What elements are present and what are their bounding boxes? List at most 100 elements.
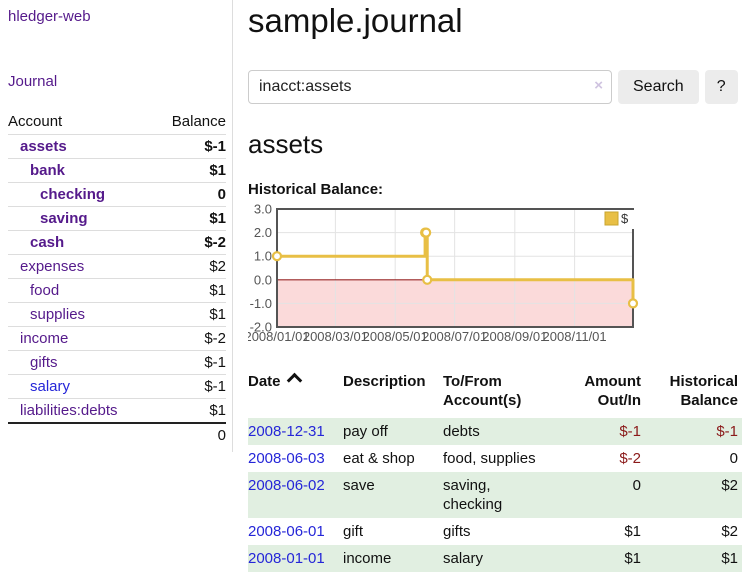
data-point [421,227,432,238]
transaction-accounts: saving, checking [443,477,503,513]
transaction-date-link[interactable]: 2008-12-31 [248,423,325,440]
register-row: 2008-06-01 gift gifts $1 $2 [248,518,742,545]
account-row: assets $-1 [8,134,226,159]
account-row: supplies $1 [8,302,226,327]
chart-title: Historical Balance: [248,181,384,198]
account-link[interactable]: salary [30,378,71,395]
account-balance: $-1 [204,378,226,395]
account-row: saving $1 [8,206,226,231]
y-tick-label: 2.0 [254,225,272,240]
search-form: × Search ? [248,70,742,104]
clear-search-icon[interactable]: × [594,77,603,94]
register-column-header: To/From Account(s) [443,373,522,409]
x-tick-label: 2008/11/01 [543,329,607,344]
transaction-date-link[interactable]: 2008-06-01 [248,523,325,540]
account-link[interactable]: checking [40,186,106,203]
account-link[interactable]: food [30,282,60,299]
account-link[interactable]: cash [30,234,65,251]
account-heading: assets [248,129,324,159]
transaction-date-link[interactable]: 2008-01-01 [248,550,325,567]
transaction-historical-balance: $2 [721,477,738,494]
historical-balance-chart[interactable]: $3.0 2.0 1.0 0.0 -1.0 -2.0 2008/01/01 2008/03/0… [244,199,640,352]
account-link[interactable]: saving [40,210,88,227]
x-tick-label: 2008/03/01 [303,329,368,344]
transaction-date-link[interactable]: 2008-06-03 [248,450,325,467]
data-point [422,274,433,285]
account-link[interactable]: income [20,330,69,347]
accounts-total: 0 [153,422,226,447]
account-balance: $-1 [204,138,226,155]
app-title[interactable]: hledger-web [8,8,91,25]
account-balance: $2 [209,258,226,275]
search-input[interactable] [248,70,612,104]
transaction-amount: $-1 [619,423,641,440]
legend-label: $ [621,211,629,226]
sidebar: hledger-web Journal Account Balance asse… [0,0,233,452]
account-link[interactable]: supplies [30,306,86,323]
y-tick-label: 1.0 [254,249,272,264]
page-title: sample.journal [248,2,463,39]
y-tick-label: -2.0 [250,320,272,335]
transaction-historical-balance: $2 [721,523,738,540]
x-tick-label: 2008/01/01 [248,329,310,344]
account-balance: 0 [217,186,226,203]
search-button[interactable]: Search [618,70,699,104]
account-link[interactable]: liabilities:debts [20,402,118,419]
main-content: sample.journal × Search ? assets Histori… [233,0,742,572]
register-row: 2008-01-01 income salary $1 $1 [248,545,742,572]
account-balance: $-2 [204,330,226,347]
register-column-header: Historical Balance [669,373,738,409]
accounts-total-row: 0 [8,422,226,447]
y-tick-label: -1.0 [250,296,272,311]
account-link[interactable]: expenses [20,258,85,275]
transaction-historical-balance: $1 [721,550,738,567]
account-link[interactable]: gifts [30,354,58,371]
account-balance: $1 [209,306,226,323]
account-balance: $1 [209,210,226,227]
accounts-header-balance: Balance [171,113,226,130]
account-balance: $-2 [204,234,226,251]
account-row: expenses $2 [8,254,226,279]
transaction-description: save [343,477,375,494]
account-row: gifts $-1 [8,350,226,375]
account-balance: $1 [209,402,226,419]
register-row: 2008-12-31 pay off debts $-1 $-1 [248,418,742,445]
account-row: cash $-2 [8,230,226,255]
account-row: salary $-1 [8,374,226,399]
y-tick-label: 3.0 [254,202,272,217]
x-tick-label: 2008/07/01 [422,329,487,344]
account-row: checking 0 [8,182,226,207]
data-point [271,251,283,262]
account-link[interactable]: bank [30,162,66,179]
transaction-description: eat & shop [343,450,415,467]
account-row: bank $1 [8,158,226,183]
transaction-amount: 0 [632,477,641,494]
register-column-header: Amount Out/In [584,373,641,409]
y-tick-label: 0.0 [254,272,272,287]
register-row: 2008-06-03 eat & shop food, supplies $-2 0 [248,445,742,472]
account-balance: $-1 [204,354,226,371]
account-link[interactable]: assets [20,138,67,155]
transaction-accounts: salary [443,550,484,567]
x-tick-label: 2008/05/01 [363,329,428,344]
account-row: liabilities:debts $1 [8,398,226,424]
transaction-accounts: debts [443,423,480,440]
help-button[interactable]: ? [704,70,738,104]
accounts-table: Account Balance assets $-1 bank $1 checking 0… [8,110,226,447]
transaction-historical-balance: 0 [729,450,738,467]
account-row: food $1 [8,278,226,303]
transaction-date-link[interactable]: 2008-06-02 [248,477,325,494]
sidebar-item-journal[interactable]: Journal [8,73,58,90]
search-box: × [248,70,612,104]
legend-swatch [604,211,619,226]
transaction-amount: $1 [624,523,641,540]
register-column-header[interactable]: Date [248,370,343,418]
x-tick-label: 2008/09/01 [482,329,547,344]
transaction-accounts: gifts [443,523,471,540]
transaction-accounts: food, supplies [443,450,536,467]
register-table: Date Description To/From Account(s) Amount Ou… [248,370,742,572]
account-row: income $-2 [8,326,226,351]
data-point [627,298,639,309]
transaction-amount: $1 [624,550,641,567]
